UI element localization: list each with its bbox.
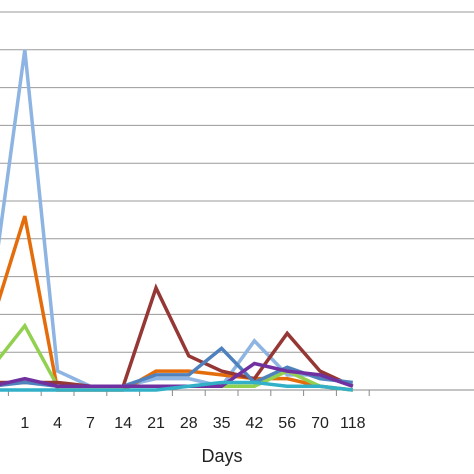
x-tick-label: 118: [340, 415, 366, 432]
series-line-2: [0, 215, 354, 392]
x-tick-label: 70: [311, 415, 329, 432]
x-tick-label: 4: [53, 415, 62, 432]
x-tick-label: 56: [278, 415, 296, 432]
x-tick-label: 14: [114, 415, 132, 432]
x-tick-label: 28: [180, 415, 198, 432]
x-tick-label: 21: [147, 415, 165, 432]
x-axis-title: Days: [201, 446, 242, 466]
series-line-7: [0, 380, 354, 392]
x-tick-label: 1: [20, 415, 29, 432]
series-line-1: [0, 49, 354, 389]
series-line-4: [0, 283, 354, 388]
series-line-6: [0, 361, 354, 388]
x-tick-labels: 014714212835425670118: [7, 390, 370, 432]
gridlines: [0, 11, 474, 391]
x-tick-label: 7: [86, 415, 95, 432]
x-tick-label: 35: [213, 415, 231, 432]
series-lines: [0, 49, 354, 392]
x-tick-label: 42: [246, 415, 264, 432]
